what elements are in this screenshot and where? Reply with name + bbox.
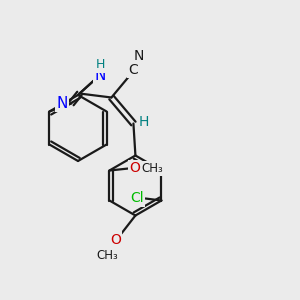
Text: N: N [94,68,106,82]
Text: H: H [95,58,105,71]
Text: N: N [133,49,144,62]
Text: C: C [128,62,138,76]
Text: CH₃: CH₃ [142,162,163,175]
Text: Cl: Cl [130,191,144,206]
Text: CH₃: CH₃ [97,249,118,262]
Text: O: O [110,232,121,247]
Text: N: N [56,96,68,111]
Text: H: H [138,115,148,128]
Text: O: O [129,161,140,176]
